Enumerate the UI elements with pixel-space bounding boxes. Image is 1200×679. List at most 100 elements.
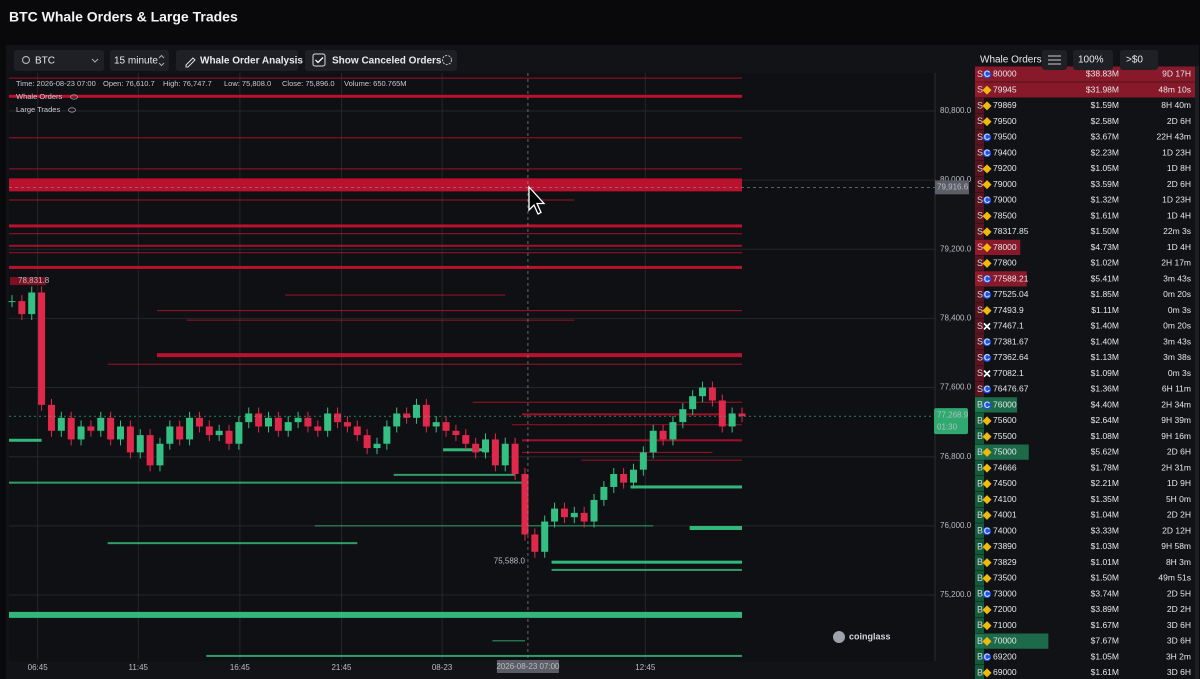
- order-amount: $1.05M: [1091, 163, 1119, 173]
- order-row[interactable]: B 73890 $1.03M 9H 58m: [975, 539, 1191, 555]
- order-row[interactable]: S 79869 $1.59M 8H 40m: [975, 98, 1191, 114]
- side-letter: B: [977, 400, 983, 410]
- exchange-icon: [983, 527, 991, 536]
- order-row[interactable]: B 75500 $1.08M 9H 16m: [975, 428, 1191, 444]
- exchange-icon: [982, 416, 992, 426]
- order-row[interactable]: B 73829 $1.01M 8H 3m: [975, 554, 1191, 570]
- size-select[interactable]: [1120, 50, 1158, 70]
- order-age: 2D 2H: [1167, 604, 1191, 614]
- order-age: 9D 17H: [1162, 69, 1191, 79]
- order-row[interactable]: B 70000 $7.67M 3D 6H: [975, 633, 1191, 649]
- order-price: 79400: [993, 147, 1017, 157]
- order-price: 69200: [993, 651, 1017, 661]
- order-row[interactable]: B C 76000 $4.40M 2H 34m: [975, 397, 1191, 413]
- order-row[interactable]: S 78500 $1.61M 1D 4H: [975, 208, 1191, 224]
- order-row[interactable]: S C 77525.04 $1.85M 0m 20s: [975, 287, 1191, 303]
- candle-body: [689, 396, 697, 410]
- order-row[interactable]: S C 79000 $1.32M 1D 23H: [975, 192, 1191, 208]
- interval-select[interactable]: [110, 50, 169, 71]
- order-age: 2D 2H: [1167, 510, 1191, 520]
- order-row[interactable]: S C 77362.64 $1.13M 3m 38s: [975, 350, 1191, 366]
- order-row[interactable]: B C 74000 $3.33M 2D 12H: [975, 523, 1191, 539]
- order-row[interactable]: S 77493.9 $1.11M 0m 3s: [975, 302, 1191, 318]
- order-amount: $1.35M: [1091, 494, 1119, 504]
- order-row[interactable]: S 78000 $4.73M 1D 4H: [975, 239, 1191, 255]
- legend-entry[interactable]: Whale Orders: [16, 92, 63, 101]
- order-row[interactable]: B 69000 $1.61M 3D 6H: [975, 665, 1191, 679]
- candle-body: [620, 473, 628, 483]
- order-row[interactable]: B 75000 $5.62M 2D 6H: [975, 444, 1191, 460]
- order-row[interactable]: S 77800 $1.02M 2H 17m: [975, 255, 1191, 271]
- candle-body: [77, 426, 85, 440]
- order-amount: $1.11M: [1091, 305, 1119, 315]
- order-row[interactable]: S C 79400 $2.23M 1D 23H: [975, 145, 1191, 161]
- order-row[interactable]: B C 73000 $3.74M 2D 5H: [975, 586, 1191, 602]
- visibility-icon[interactable]: [68, 107, 76, 113]
- settings-icon[interactable]: [442, 55, 452, 65]
- high-marker-tag: [10, 277, 46, 286]
- candle-body: [629, 469, 637, 483]
- side-stripe: [975, 413, 984, 429]
- side-stripe: [975, 208, 984, 224]
- canceled-toggle[interactable]: [305, 50, 457, 71]
- order-row[interactable]: S 77467.1 $1.40M 0m 20s: [975, 318, 1191, 334]
- symbol-select[interactable]: [14, 50, 104, 71]
- order-row[interactable]: B 73500 $1.50M 49m 51s: [975, 570, 1191, 586]
- visibility-icon[interactable]: [70, 94, 78, 100]
- candle-body: [718, 400, 726, 427]
- candle-body: [699, 387, 707, 397]
- amount-bar: [975, 66, 1195, 82]
- order-row[interactable]: S 79000 $3.59M 2D 6H: [975, 176, 1191, 192]
- side-stripe: [975, 586, 984, 602]
- order-amount: $2.21M: [1091, 478, 1119, 488]
- candle-body: [284, 422, 292, 431]
- order-row[interactable]: B 74500 $2.21M 1D 9H: [975, 476, 1191, 492]
- exchange-icon: [983, 290, 991, 299]
- order-amount: $3.33M: [1091, 525, 1119, 535]
- candle-body: [264, 417, 272, 427]
- zoom-select[interactable]: [1073, 50, 1113, 70]
- order-price: 79200: [993, 163, 1017, 173]
- analysis-button[interactable]: [176, 50, 298, 71]
- order-row[interactable]: B C 69200 $1.05M 3H 2m: [975, 649, 1191, 665]
- candle-body: [176, 426, 184, 440]
- side-stripe: [975, 318, 984, 334]
- order-age: 6H 11m: [1162, 384, 1191, 394]
- order-age: 1D 4H: [1167, 210, 1191, 220]
- order-row[interactable]: S 78317.85 $1.50M 22m 3s: [975, 224, 1191, 240]
- order-row[interactable]: S 79945 $31.98M 48m 10s: [975, 82, 1195, 98]
- order-row[interactable]: S C 80000 $38.83M 9D 17H: [975, 66, 1195, 82]
- order-age: 2H 31m: [1161, 462, 1191, 472]
- order-row[interactable]: B 74100 $1.35M 5H 0m: [975, 491, 1191, 507]
- order-price: 76476.67: [993, 384, 1029, 394]
- order-row[interactable]: B 72000 $3.89M 2D 2H: [975, 602, 1191, 618]
- order-row[interactable]: B 71000 $1.67M 3D 6H: [975, 617, 1191, 633]
- candle-body: [18, 301, 26, 315]
- side-stripe: [975, 460, 984, 476]
- order-price: 77800: [993, 258, 1017, 268]
- order-price: 77588.21: [993, 273, 1029, 283]
- order-row[interactable]: S 77082.1 $1.09M 0m 3s: [975, 365, 1191, 381]
- exchange-letter: C: [984, 384, 991, 394]
- order-row[interactable]: S C 77381.67 $1.40M 3m 43s: [975, 334, 1191, 350]
- checkbox[interactable]: [312, 53, 326, 67]
- order-age: 3D 6H: [1167, 667, 1191, 677]
- spinner-icon: [158, 54, 165, 67]
- exchange-icon: [982, 479, 992, 489]
- order-row[interactable]: B 75600 $2.64M 9H 39m: [975, 413, 1191, 429]
- order-age: 1D 23H: [1162, 195, 1191, 205]
- order-row[interactable]: S C 77588.21 $5.41M 3m 43s: [975, 271, 1191, 287]
- order-row[interactable]: S C 76476.67 $1.36M 6H 11m: [975, 381, 1191, 397]
- ohlc-info: Low: 75,808.0: [224, 79, 271, 88]
- order-row[interactable]: B 74001 $1.04M 2D 2H: [975, 507, 1191, 523]
- order-row[interactable]: S 79200 $1.05M 1D 8H: [975, 161, 1191, 177]
- order-row[interactable]: S 79500 $2.58M 2D 6H: [975, 113, 1191, 129]
- symbol-text: BTC: [35, 56, 55, 67]
- side-letter: B: [977, 573, 983, 583]
- legend-entry[interactable]: Large Trades: [16, 105, 60, 114]
- order-row[interactable]: S C 79500 $3.67M 22H 43m: [975, 129, 1191, 145]
- order-row[interactable]: B 74666 $1.78M 2H 31m: [975, 460, 1191, 476]
- side-stripe: [975, 649, 984, 665]
